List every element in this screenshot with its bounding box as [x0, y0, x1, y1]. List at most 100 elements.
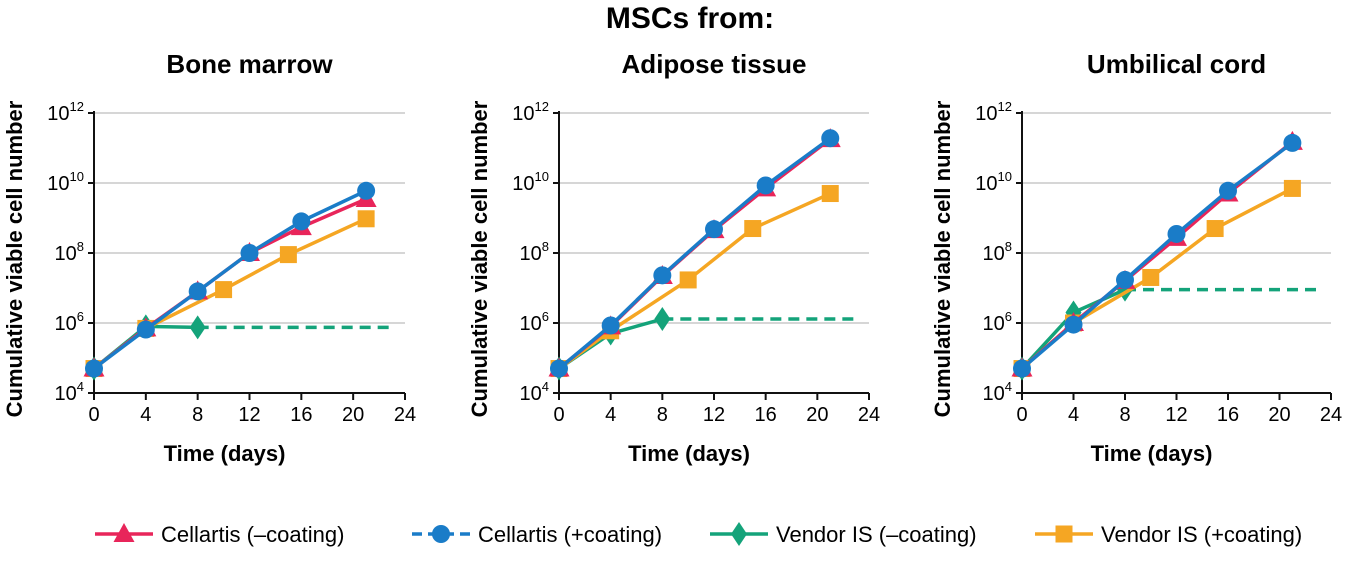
x-tick-label: 16 [1217, 404, 1239, 426]
data-point [1167, 224, 1186, 243]
data-point [821, 185, 839, 203]
y-tick-base: 10 [55, 383, 77, 405]
x-tick-label: 24 [394, 404, 416, 426]
y-tick-label: 1010 [512, 169, 549, 195]
x-tick-label: 24 [1320, 404, 1342, 426]
data-point [292, 212, 311, 231]
y-tick-base: 10 [983, 383, 1005, 405]
legend-marker [731, 522, 747, 546]
data-point [85, 359, 103, 378]
legend-label: Cellartis (+coating) [478, 522, 662, 547]
x-tick-label: 20 [806, 404, 828, 426]
data-point [744, 220, 762, 238]
x-tick-label: 8 [1119, 404, 1130, 426]
data-point [550, 359, 568, 378]
series-vendor-minus [551, 307, 857, 381]
x-axis-label: Time (days) [628, 441, 750, 466]
y-tick-exponent: 6 [77, 309, 84, 324]
y-tick-label: 104 [55, 379, 84, 405]
series-vendor-plus [550, 185, 839, 378]
data-point [357, 181, 376, 200]
y-tick-label: 106 [55, 309, 84, 335]
data-point [215, 281, 233, 299]
legend-item-vendor-plus: Vendor IS (+coating) [1035, 522, 1302, 547]
data-point [1206, 220, 1224, 238]
y-tick-exponent: 12 [70, 99, 84, 114]
legend-item-vendor-minus: Vendor IS (–coating) [710, 522, 977, 547]
data-point [654, 307, 671, 332]
y-tick-exponent: 4 [542, 379, 549, 394]
x-tick-label: 16 [290, 404, 312, 426]
y-tick-label: 1012 [47, 99, 84, 125]
panel-title: Adipose tissue [622, 49, 807, 79]
x-tick-label: 4 [1068, 404, 1079, 426]
y-tick-exponent: 8 [542, 239, 549, 254]
y-tick-base: 10 [512, 173, 534, 195]
x-tick-label: 0 [553, 404, 564, 426]
y-tick-base: 10 [520, 383, 542, 405]
legend-item-cellartis-plus: Cellartis (+coating) [412, 522, 662, 547]
y-tick-exponent: 4 [1005, 379, 1012, 394]
series-line [557, 136, 832, 370]
y-tick-exponent: 6 [542, 309, 549, 324]
data-point [679, 271, 697, 289]
y-tick-base: 10 [975, 103, 997, 125]
series-vendor-plus [1013, 179, 1301, 378]
y-tick-label: 1010 [47, 169, 84, 195]
panel-title: Bone marrow [166, 49, 333, 79]
x-tick-label: 20 [342, 404, 364, 426]
y-tick-label: 108 [983, 239, 1012, 265]
x-axis-label: Time (days) [164, 441, 286, 466]
data-point [279, 246, 297, 264]
x-tick-label: 12 [703, 404, 725, 426]
data-point [1283, 179, 1301, 197]
y-tick-label: 108 [520, 239, 549, 265]
data-point [601, 316, 620, 335]
data-point [240, 244, 259, 262]
data-point [705, 220, 723, 239]
x-tick-label: 12 [238, 404, 260, 426]
series-cellartis-plus [85, 181, 376, 378]
series-cellartis-plus [550, 129, 840, 378]
y-tick-exponent: 6 [1005, 309, 1012, 324]
y-tick-exponent: 4 [77, 379, 84, 394]
legend-marker [1055, 525, 1073, 543]
y-tick-exponent: 8 [1005, 239, 1012, 254]
x-tick-label: 8 [657, 404, 668, 426]
legend: Cellartis (–coating) Cellartis (+coating)… [95, 522, 1302, 547]
data-point [1116, 270, 1134, 289]
data-point [1219, 181, 1237, 200]
series-vendor-minus [1014, 277, 1319, 381]
y-tick-exponent: 8 [77, 239, 84, 254]
y-tick-label: 106 [983, 309, 1012, 335]
series-vendor-plus [85, 210, 375, 378]
y-tick-label: 1012 [512, 99, 549, 125]
data-point [1142, 268, 1160, 286]
data-point [1283, 133, 1302, 152]
data-point [189, 315, 206, 340]
legend-marker [113, 523, 135, 542]
data-point [821, 129, 840, 148]
y-tick-exponent: 10 [535, 169, 549, 184]
y-tick-base: 10 [983, 313, 1005, 335]
y-tick-label: 104 [983, 379, 1012, 405]
x-tick-label: 20 [1268, 404, 1290, 426]
y-tick-base: 10 [55, 243, 77, 265]
data-point [756, 176, 775, 195]
data-point [188, 282, 207, 301]
y-tick-label: 108 [55, 239, 84, 265]
x-tick-label: 0 [88, 404, 99, 426]
y-tick-label: 104 [520, 379, 549, 405]
legend-item-cellartis-minus: Cellartis (–coating) [95, 522, 344, 547]
y-tick-exponent: 12 [535, 99, 549, 114]
data-point [1013, 359, 1031, 378]
series-vendor-minus [86, 314, 393, 381]
data-point [136, 320, 155, 339]
y-tick-base: 10 [520, 243, 542, 265]
y-tick-base: 10 [512, 103, 534, 125]
data-point [357, 210, 375, 228]
y-tick-base: 10 [47, 103, 69, 125]
series-line [1020, 141, 1294, 370]
